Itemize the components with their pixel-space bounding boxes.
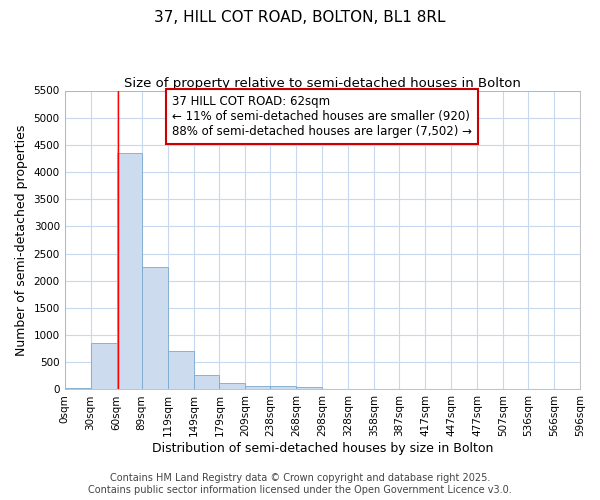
Bar <box>271 386 296 390</box>
Bar <box>91 344 116 390</box>
Bar <box>167 352 193 390</box>
Bar <box>193 376 220 390</box>
Bar <box>65 388 91 390</box>
Y-axis label: Number of semi-detached properties: Number of semi-detached properties <box>15 124 28 356</box>
Text: 37, HILL COT ROAD, BOLTON, BL1 8RL: 37, HILL COT ROAD, BOLTON, BL1 8RL <box>154 10 446 25</box>
Bar <box>245 386 271 390</box>
Bar <box>142 267 167 390</box>
Bar <box>296 388 322 390</box>
Bar <box>220 383 245 390</box>
Text: Contains HM Land Registry data © Crown copyright and database right 2025.
Contai: Contains HM Land Registry data © Crown c… <box>88 474 512 495</box>
X-axis label: Distribution of semi-detached houses by size in Bolton: Distribution of semi-detached houses by … <box>152 442 493 455</box>
Text: 37 HILL COT ROAD: 62sqm
← 11% of semi-detached houses are smaller (920)
88% of s: 37 HILL COT ROAD: 62sqm ← 11% of semi-de… <box>172 95 472 138</box>
Bar <box>116 153 142 390</box>
Title: Size of property relative to semi-detached houses in Bolton: Size of property relative to semi-detach… <box>124 78 521 90</box>
